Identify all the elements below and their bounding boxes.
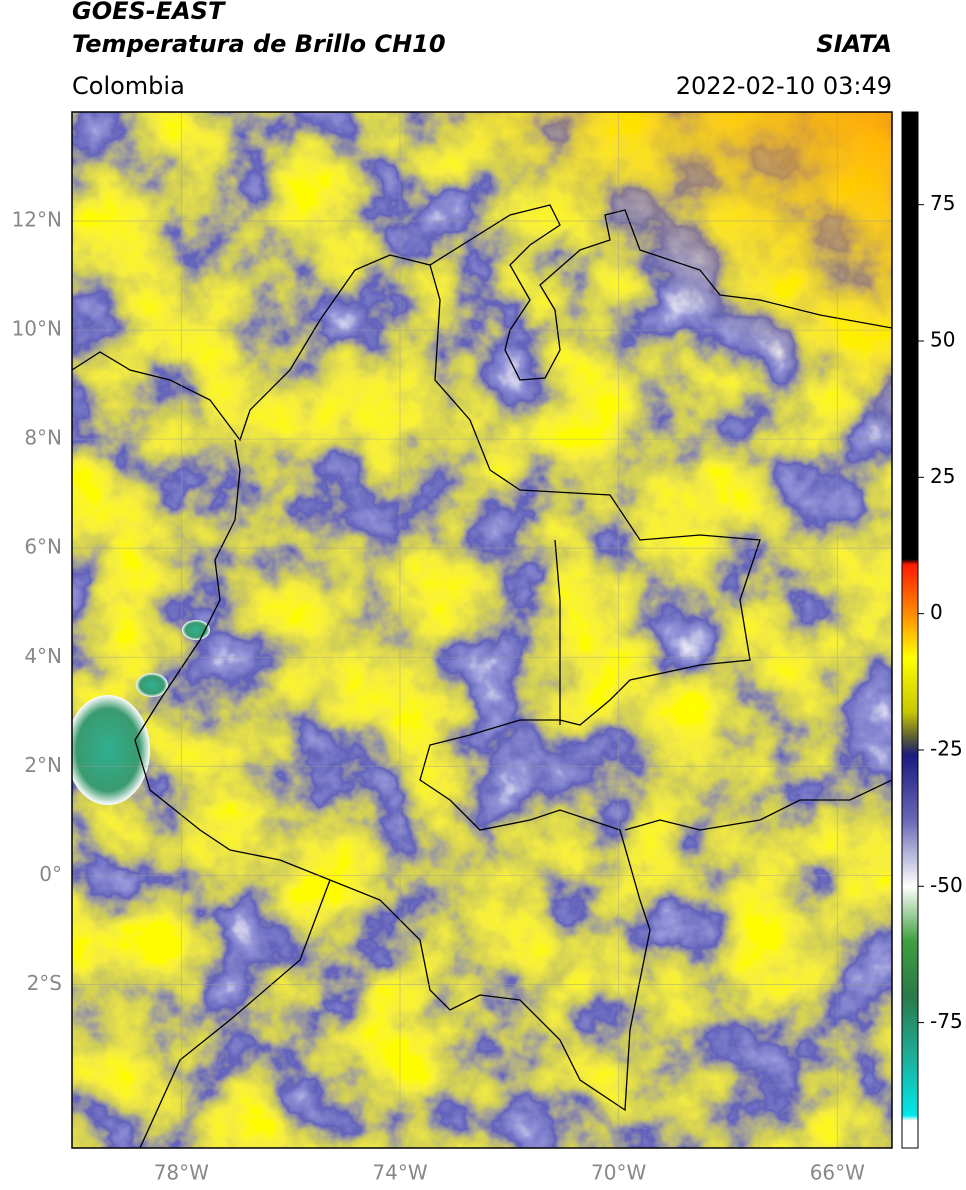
cold-cloud — [72, 695, 150, 805]
y-tick-label: 12°N — [12, 208, 62, 232]
warm-region — [72, 112, 892, 512]
region: Colombia — [72, 72, 185, 100]
cold-cloud — [182, 620, 210, 640]
datetime: 2022-02-10 03:49 — [676, 72, 892, 100]
y-tick-label: 2°S — [27, 971, 62, 995]
colorbar-tick-label: 50 — [930, 328, 955, 352]
borders — [72, 204, 892, 1148]
y-tick-label: 0° — [39, 862, 62, 886]
colorbar-tick-label: 75 — [930, 191, 955, 215]
map-frame — [71, 111, 893, 1149]
satellite-image — [72, 112, 892, 1148]
colorbar-tick-label: -75 — [930, 1009, 963, 1033]
cold-cloud — [136, 673, 168, 697]
y-tick-label: 8°N — [24, 426, 62, 450]
y-tick-label: 2°N — [24, 753, 62, 777]
colorbar-tick-label: -25 — [930, 736, 963, 760]
subtitle: Temperatura de Brillo CH10 — [72, 30, 446, 58]
colorbar-tick-label: -50 — [930, 873, 963, 897]
y-tick-label: 4°N — [24, 644, 62, 668]
x-tick-label: 78°W — [154, 1161, 209, 1185]
x-tick-label: 74°W — [372, 1161, 427, 1185]
y-tick-label: 10°N — [12, 317, 62, 341]
title: GOES-EAST — [72, 0, 226, 25]
colorbar-tick-label: 0 — [930, 600, 943, 624]
colorbar — [901, 111, 919, 1149]
x-tick-label: 66°W — [810, 1161, 865, 1185]
grid — [72, 112, 892, 1148]
source: SIATA — [816, 30, 892, 58]
x-tick-label: 70°W — [591, 1161, 646, 1185]
colorbar-tick-label: 25 — [930, 464, 955, 488]
y-tick-label: 6°N — [24, 535, 62, 559]
